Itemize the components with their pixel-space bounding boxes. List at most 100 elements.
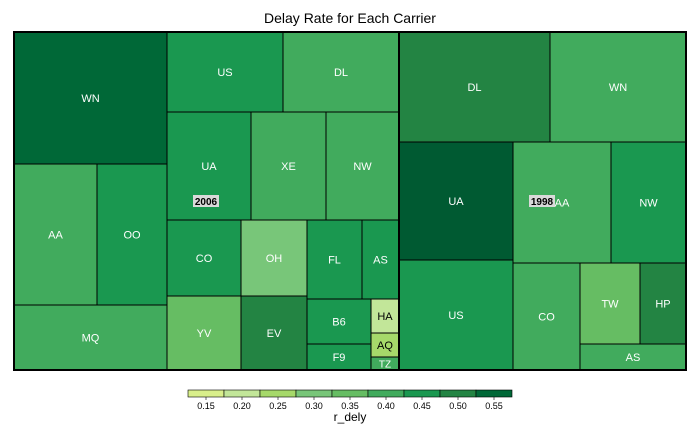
legend-swatch bbox=[439, 389, 477, 398]
cell-rect bbox=[549, 31, 687, 143]
cell-label: WN bbox=[609, 82, 627, 94]
cell-label: YV bbox=[197, 328, 212, 340]
legend-swatch bbox=[259, 389, 297, 398]
cell-label: UA bbox=[201, 161, 217, 173]
cell-rect bbox=[306, 343, 372, 371]
treemap-cell-2006-HA: HA bbox=[370, 298, 400, 334]
treemap-cell-2006-AA: AA bbox=[13, 163, 98, 306]
cell-label: DL bbox=[467, 82, 481, 94]
treemap-cell-2006-EV: EV bbox=[240, 295, 308, 371]
legend-tick-label: 0.35 bbox=[341, 401, 359, 411]
cell-label: TZ bbox=[379, 360, 391, 371]
cell-label: HA bbox=[377, 311, 393, 323]
treemap-cell-1998-CO: CO bbox=[512, 262, 581, 371]
cell-rect bbox=[325, 111, 400, 221]
cell-label: DL bbox=[334, 67, 348, 79]
cell-label: AQ bbox=[377, 340, 393, 352]
legend-swatch bbox=[187, 389, 225, 398]
color-legend bbox=[187, 389, 513, 400]
cell-label: TW bbox=[601, 299, 619, 311]
cell-label: CO bbox=[196, 253, 213, 265]
legend-tick-label: 0.45 bbox=[413, 401, 431, 411]
cell-rect bbox=[398, 259, 514, 371]
cell-label: XE bbox=[281, 161, 296, 173]
cell-rect bbox=[166, 295, 242, 371]
legend-swatch bbox=[295, 389, 333, 398]
cell-label: F9 bbox=[333, 352, 346, 364]
cell-label: AA bbox=[555, 198, 570, 210]
cell-rect bbox=[282, 31, 400, 113]
treemap-cell-2006-YV: YV bbox=[166, 295, 242, 371]
treemap-cell-1998-TW: TW bbox=[579, 262, 641, 345]
legend-swatch bbox=[223, 389, 261, 398]
cell-label: AS bbox=[626, 352, 641, 364]
cell-rect bbox=[512, 262, 581, 371]
cell-label: FL bbox=[328, 255, 341, 267]
cell-label: US bbox=[448, 310, 463, 322]
cell-label: US bbox=[217, 67, 232, 79]
cell-label: OO bbox=[123, 230, 141, 242]
cell-rect bbox=[306, 219, 363, 300]
legend-tick-label: 0.30 bbox=[305, 401, 323, 411]
treemap-cell-2006-OO: OO bbox=[96, 163, 168, 306]
legend-tick-label: 0.25 bbox=[269, 401, 287, 411]
cell-label: HP bbox=[655, 299, 670, 311]
treemap-cell-1998-DL: DL bbox=[398, 31, 551, 143]
cell-rect bbox=[361, 219, 400, 300]
treemap-cell-1998-WN: WN bbox=[549, 31, 687, 143]
treemap-cell-2006-AQ: AQ bbox=[370, 332, 400, 358]
legend-tick-label: 0.55 bbox=[485, 401, 503, 411]
treemap-cell-2006-CO: CO bbox=[166, 219, 242, 297]
treemap-cell-2006-MQ: MQ bbox=[13, 304, 168, 371]
treemap-cell-2006-AS: AS bbox=[361, 219, 400, 300]
treemap-cell-2006-B6: B6 bbox=[306, 298, 372, 345]
legend-tick-label: 0.40 bbox=[377, 401, 395, 411]
cell-label: UA bbox=[448, 196, 464, 208]
cell-rect bbox=[398, 31, 551, 143]
group-border-1998 bbox=[398, 31, 687, 371]
cell-label: B6 bbox=[332, 317, 345, 329]
group-label-1998: 1998 bbox=[531, 197, 554, 208]
cell-label: WN bbox=[81, 93, 99, 105]
legend-swatch bbox=[331, 389, 369, 398]
legend-swatch bbox=[367, 389, 405, 398]
group-label-2006: 2006 bbox=[195, 197, 218, 208]
legend-swatch bbox=[403, 389, 441, 398]
cell-label: NW bbox=[639, 198, 658, 210]
cell-rect bbox=[370, 332, 400, 358]
cell-label: OH bbox=[266, 253, 283, 265]
treemap-cell-2006-WN: WN bbox=[13, 31, 168, 165]
treemap-cell-2006-FL: FL bbox=[306, 219, 363, 300]
treemap-cells: WN AA OO MQ US DL UA XE NW CO OH FL AS YV EV B6 HA AQ F9 TZ… bbox=[13, 31, 687, 371]
legend-tick-label: 0.20 bbox=[233, 401, 251, 411]
treemap-cell-1998-UA: UA bbox=[398, 141, 514, 261]
treemap-cell-1998-HP: HP bbox=[639, 262, 687, 345]
treemap-cell-1998-NW: NW bbox=[610, 141, 687, 264]
cell-rect bbox=[579, 343, 687, 371]
treemap-cell-2006-US: US bbox=[166, 31, 284, 113]
treemap-cell-2006-XE: XE bbox=[250, 111, 327, 221]
legend-swatch bbox=[475, 389, 513, 398]
cell-label: AS bbox=[373, 255, 388, 267]
legend-title: r_dely bbox=[333, 410, 367, 424]
legend-tick-label: 0.15 bbox=[197, 401, 215, 411]
cell-label: AA bbox=[48, 230, 63, 242]
treemap-cell-1998-AS: AS bbox=[579, 343, 687, 371]
cell-label: MQ bbox=[82, 333, 100, 345]
cell-label: CO bbox=[538, 312, 555, 324]
treemap-cell-1998-AA: AA bbox=[512, 141, 612, 264]
treemap-cell-2006-OH: OH bbox=[240, 219, 308, 297]
treemap-cell-2006-TZ: TZ bbox=[370, 356, 400, 371]
group-label-bg bbox=[193, 195, 219, 207]
treemap-cell-2006-NW: NW bbox=[325, 111, 400, 221]
legend-tick-label: 0.50 bbox=[449, 401, 467, 411]
treemap-group-borders bbox=[13, 31, 687, 371]
group-label-bg bbox=[529, 195, 555, 207]
treemap-cell-1998-US: US bbox=[398, 259, 514, 371]
cell-label: NW bbox=[353, 161, 372, 173]
treemap-cell-2006-DL: DL bbox=[282, 31, 400, 113]
cell-label: EV bbox=[267, 328, 282, 340]
cell-rect bbox=[240, 219, 308, 297]
chart-title: Delay Rate for Each Carrier bbox=[264, 10, 436, 26]
